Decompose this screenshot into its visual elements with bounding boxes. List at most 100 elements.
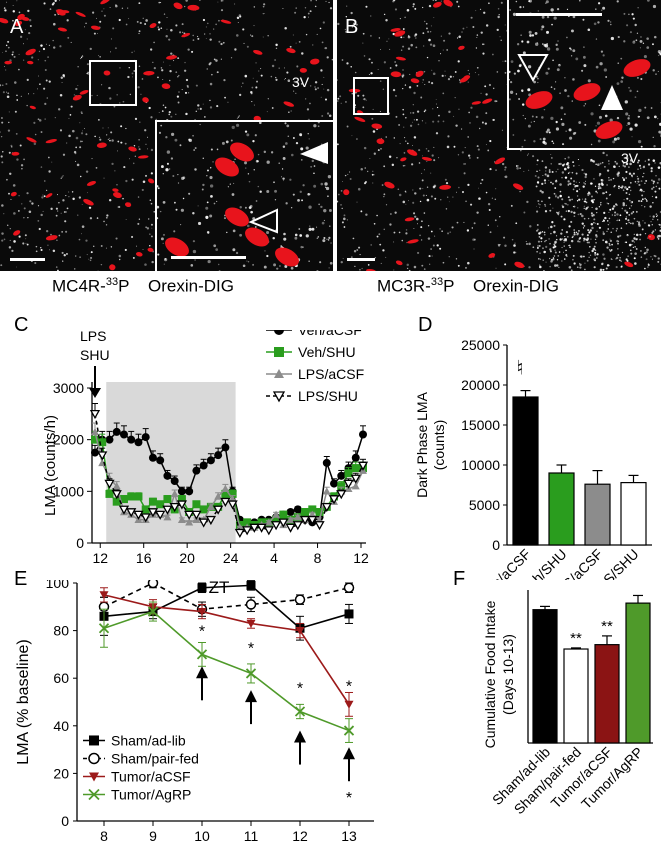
silver-grain bbox=[441, 230, 443, 232]
silver-grain bbox=[101, 10, 103, 12]
silver-grain bbox=[544, 240, 546, 243]
silver-grain bbox=[80, 56, 83, 58]
silver-grain bbox=[622, 203, 626, 207]
silver-grain bbox=[58, 234, 61, 237]
silver-grain bbox=[284, 265, 288, 268]
data-point bbox=[294, 594, 306, 605]
panel-label-e: E bbox=[14, 568, 28, 590]
silver-grain bbox=[171, 132, 175, 137]
silver-grain bbox=[426, 56, 429, 59]
silver-grain bbox=[299, 134, 302, 137]
data-point bbox=[234, 528, 245, 539]
silver-grain bbox=[122, 100, 125, 103]
silver-grain bbox=[432, 108, 434, 110]
silver-grain bbox=[379, 111, 381, 112]
data-point bbox=[307, 515, 318, 526]
silver-grain bbox=[317, 125, 320, 128]
silver-grain bbox=[230, 57, 233, 59]
silver-grain bbox=[321, 41, 324, 44]
silver-grain bbox=[606, 202, 608, 204]
silver-grain bbox=[253, 25, 255, 27]
silver-grain bbox=[168, 38, 171, 41]
silver-grain bbox=[440, 35, 442, 37]
silver-grain bbox=[581, 233, 584, 236]
silver-grain bbox=[26, 104, 28, 107]
silver-grain bbox=[337, 97, 340, 100]
silver-grain bbox=[595, 163, 597, 166]
silver-grain bbox=[421, 155, 423, 157]
silver-grain bbox=[173, 60, 175, 62]
silver-grain bbox=[463, 172, 466, 175]
silver-grain bbox=[40, 44, 43, 47]
silver-grain bbox=[476, 34, 479, 36]
silver-grain bbox=[340, 189, 343, 192]
silver-grain bbox=[398, 231, 401, 234]
silver-grain bbox=[400, 36, 403, 39]
silver-grain bbox=[418, 149, 421, 152]
silver-grain bbox=[278, 67, 280, 69]
silver-grain bbox=[485, 24, 489, 27]
silver-grain bbox=[406, 242, 408, 244]
silver-grain bbox=[326, 56, 329, 59]
silver-grain bbox=[402, 45, 405, 48]
silver-grain bbox=[25, 242, 27, 245]
silver-grain bbox=[266, 111, 268, 113]
silver-grain bbox=[34, 133, 37, 136]
silver-grain bbox=[611, 214, 614, 216]
silver-grain bbox=[553, 88, 556, 90]
silver-grain bbox=[565, 253, 568, 256]
y-tick-label: 60 bbox=[53, 670, 69, 686]
data-point bbox=[279, 510, 288, 519]
silver-grain bbox=[578, 262, 581, 264]
silver-grain bbox=[405, 191, 407, 194]
silver-grain bbox=[421, 120, 424, 122]
data-point bbox=[357, 461, 369, 471]
silver-grain bbox=[187, 48, 190, 51]
silver-grain bbox=[341, 181, 343, 182]
silver-grain bbox=[403, 36, 405, 38]
silver-grain bbox=[22, 242, 25, 245]
silver-grain bbox=[242, 264, 246, 268]
silver-grain bbox=[606, 184, 608, 186]
panel-label-a: A bbox=[10, 16, 24, 38]
silver-grain bbox=[617, 35, 620, 39]
data-point bbox=[170, 477, 179, 485]
silver-grain bbox=[145, 226, 147, 229]
silver-grain bbox=[385, 136, 387, 138]
silver-grain bbox=[579, 0, 581, 2]
silver-grain bbox=[641, 228, 644, 231]
silver-grain bbox=[602, 253, 605, 256]
silver-grain bbox=[600, 178, 603, 181]
silver-grain bbox=[650, 221, 652, 223]
silver-grain bbox=[379, 80, 382, 82]
data-point bbox=[141, 505, 150, 514]
silver-grain bbox=[283, 232, 286, 236]
silver-grain bbox=[106, 134, 108, 136]
silver-grain bbox=[127, 7, 129, 9]
silver-grain bbox=[302, 246, 304, 248]
silver-grain bbox=[603, 257, 606, 260]
silver-grain bbox=[607, 202, 610, 205]
silver-grain bbox=[583, 182, 585, 184]
silver-grain bbox=[652, 4, 657, 9]
silver-grain bbox=[162, 242, 164, 244]
silver-grain bbox=[640, 167, 642, 169]
silver-grain bbox=[620, 227, 623, 229]
silver-grain bbox=[202, 183, 205, 187]
silver-grain bbox=[246, 224, 250, 228]
x-tick-label: 8 bbox=[100, 828, 108, 844]
silver-grain bbox=[16, 266, 18, 268]
arrow-head bbox=[343, 747, 355, 760]
silver-grain bbox=[584, 200, 587, 203]
silver-grain bbox=[14, 110, 17, 113]
silver-grain bbox=[65, 142, 68, 144]
silver-grain bbox=[184, 91, 188, 94]
silver-grain bbox=[618, 241, 620, 243]
silver-grain bbox=[626, 124, 628, 127]
silver-grain bbox=[594, 251, 597, 254]
silver-grain bbox=[586, 237, 590, 240]
silver-grain bbox=[644, 160, 646, 162]
silver-grain bbox=[40, 131, 43, 133]
silver-grain bbox=[328, 236, 331, 239]
silver-grain bbox=[550, 163, 552, 165]
